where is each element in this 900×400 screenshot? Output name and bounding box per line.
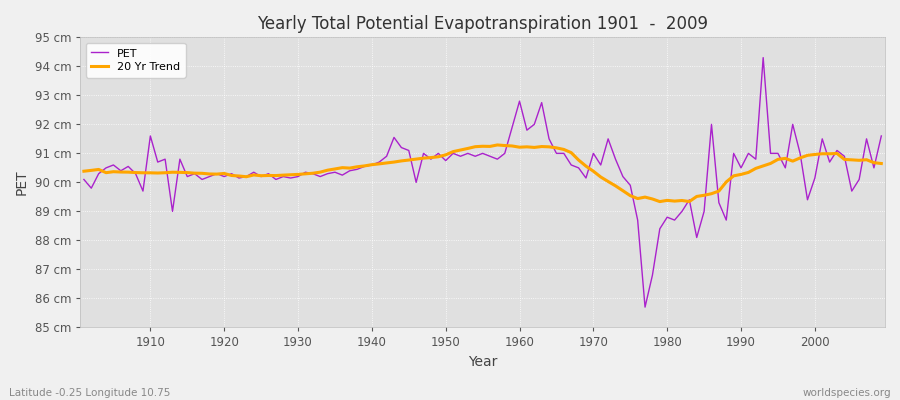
PET: [300, 170, 310, 175]
PET: [603, 136, 614, 141]
PET: [514, 99, 525, 104]
PET: [138, 189, 148, 194]
20 Yr Trend: [610, 184, 621, 188]
PET: [876, 134, 886, 138]
20 Yr Trend: [78, 169, 89, 174]
20 Yr Trend: [345, 166, 356, 170]
20 Yr Trend: [876, 161, 886, 166]
Text: worldspecies.org: worldspecies.org: [803, 388, 891, 398]
PET: [78, 177, 89, 182]
20 Yr Trend: [514, 145, 525, 150]
PET: [507, 125, 517, 130]
Title: Yearly Total Potential Evapotranspiration 1901  -  2009: Yearly Total Potential Evapotranspiratio…: [257, 15, 708, 33]
20 Yr Trend: [654, 199, 665, 204]
Text: Latitude -0.25 Longitude 10.75: Latitude -0.25 Longitude 10.75: [9, 388, 170, 398]
20 Yr Trend: [521, 144, 532, 149]
20 Yr Trend: [138, 170, 148, 175]
X-axis label: Year: Year: [468, 355, 498, 369]
Legend: PET, 20 Yr Trend: PET, 20 Yr Trend: [86, 43, 185, 78]
Line: 20 Yr Trend: 20 Yr Trend: [84, 145, 881, 202]
Line: PET: PET: [84, 58, 881, 307]
PET: [758, 55, 769, 60]
PET: [345, 168, 356, 173]
PET: [640, 305, 651, 310]
20 Yr Trend: [492, 142, 503, 147]
Y-axis label: PET: PET: [15, 170, 29, 195]
20 Yr Trend: [300, 172, 310, 176]
